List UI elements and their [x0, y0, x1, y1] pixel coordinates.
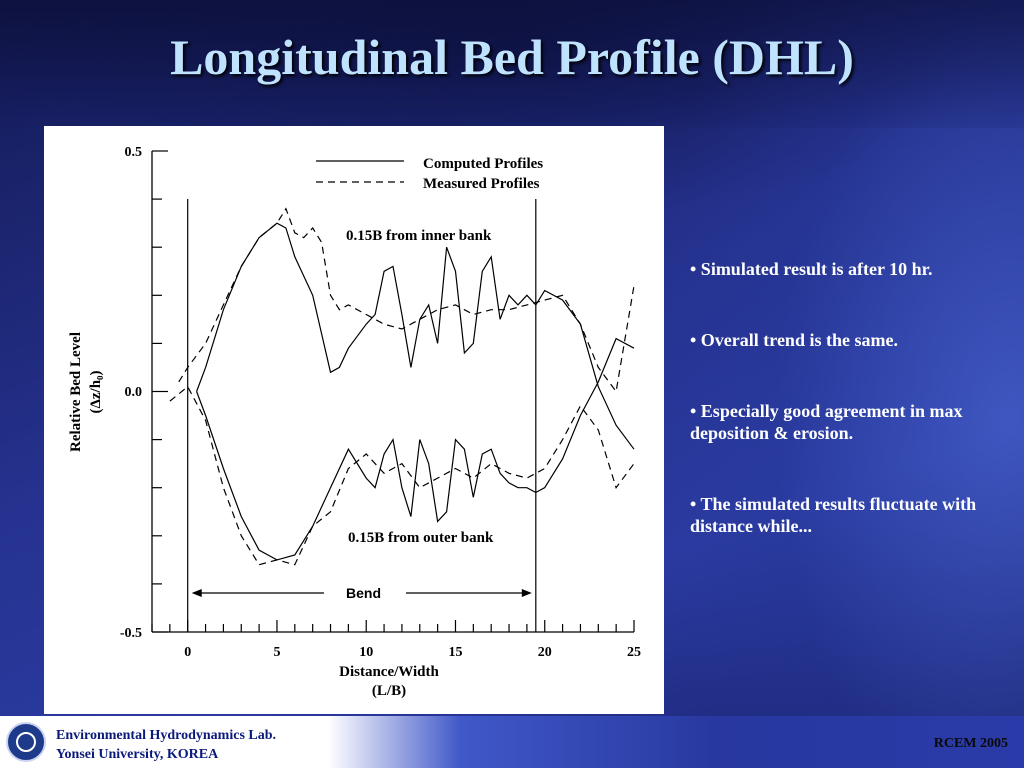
x-tick-labels: 0 5 10 15 20 25: [184, 645, 641, 660]
bend-arrow-right-head: [521, 589, 532, 597]
chart-series: [169, 207, 635, 566]
y-tick-label-bottom: -0.5: [120, 626, 142, 641]
x-tick-label: 5: [273, 645, 280, 660]
computed-profile-inner-line: [196, 222, 635, 450]
bullet-item: • Overall trend is the same.: [690, 330, 898, 350]
footer-bar: [0, 716, 1024, 768]
y-tick-label-zero: 0.0: [125, 385, 143, 400]
bend-label: Bend: [346, 585, 381, 601]
legend-computed-label: Computed Profiles: [423, 156, 543, 172]
bend-marker: [187, 199, 537, 632]
chart-legend: Computed Profiles Measured Profiles: [316, 156, 543, 192]
bed-profile-chart: Computed Profiles Measured Profiles 0.15…: [68, 145, 641, 699]
x-tick-label: 25: [627, 645, 641, 660]
y-tick-label-top: 0.5: [125, 145, 143, 160]
university-seal-icon: [6, 722, 46, 762]
x-tick-label: 15: [448, 645, 462, 660]
x-tick-label: 20: [538, 645, 552, 660]
x-tick-label: 0: [184, 645, 191, 660]
footer-university: Yonsei University, KOREA: [56, 747, 219, 762]
chart-panel: Computed Profiles Measured Profiles 0.15…: [44, 126, 664, 714]
title-band: [0, 0, 1024, 128]
footer-conference: RCEM 2005: [933, 736, 1008, 751]
x-axis-label-line2: (L/B): [372, 683, 406, 699]
bullet-item: • The simulated results fluctuate with d…: [690, 494, 977, 536]
measured-profile-inner-line: [178, 207, 635, 393]
inner-bank-annotation: 0.15B from inner bank: [346, 228, 492, 244]
bullet-item: • Simulated result is after 10 hr.: [690, 259, 933, 279]
computed-profile-outer-line: [196, 337, 635, 561]
bend-arrow-left-head: [191, 589, 202, 597]
bullet-list: • Simulated result is after 10 hr. • Ove…: [690, 258, 1010, 586]
footer-lab-info: Environmental Hydrodynamics Lab. Yonsei …: [56, 726, 276, 764]
bullet-item: • Especially good agreement in max depos…: [690, 401, 963, 443]
outer-bank-annotation: 0.15B from outer bank: [348, 530, 494, 546]
x-tick-label: 10: [359, 645, 373, 660]
x-axis-label-line1: Distance/Width: [339, 664, 439, 680]
measured-profile-outer-line: [169, 385, 635, 566]
y-axis-title: Relative Bed Level (Δz/h₀): [68, 332, 104, 452]
legend-measured-label: Measured Profiles: [423, 176, 540, 192]
chart-axes: [151, 150, 635, 633]
footer-lab-name: Environmental Hydrodynamics Lab.: [56, 728, 277, 743]
y-axis-label-line2: (Δz/h₀): [88, 370, 104, 413]
slide-title: Longitudinal Bed Profile (DHL): [170, 29, 854, 85]
y-axis-label-line1: Relative Bed Level: [68, 332, 84, 452]
